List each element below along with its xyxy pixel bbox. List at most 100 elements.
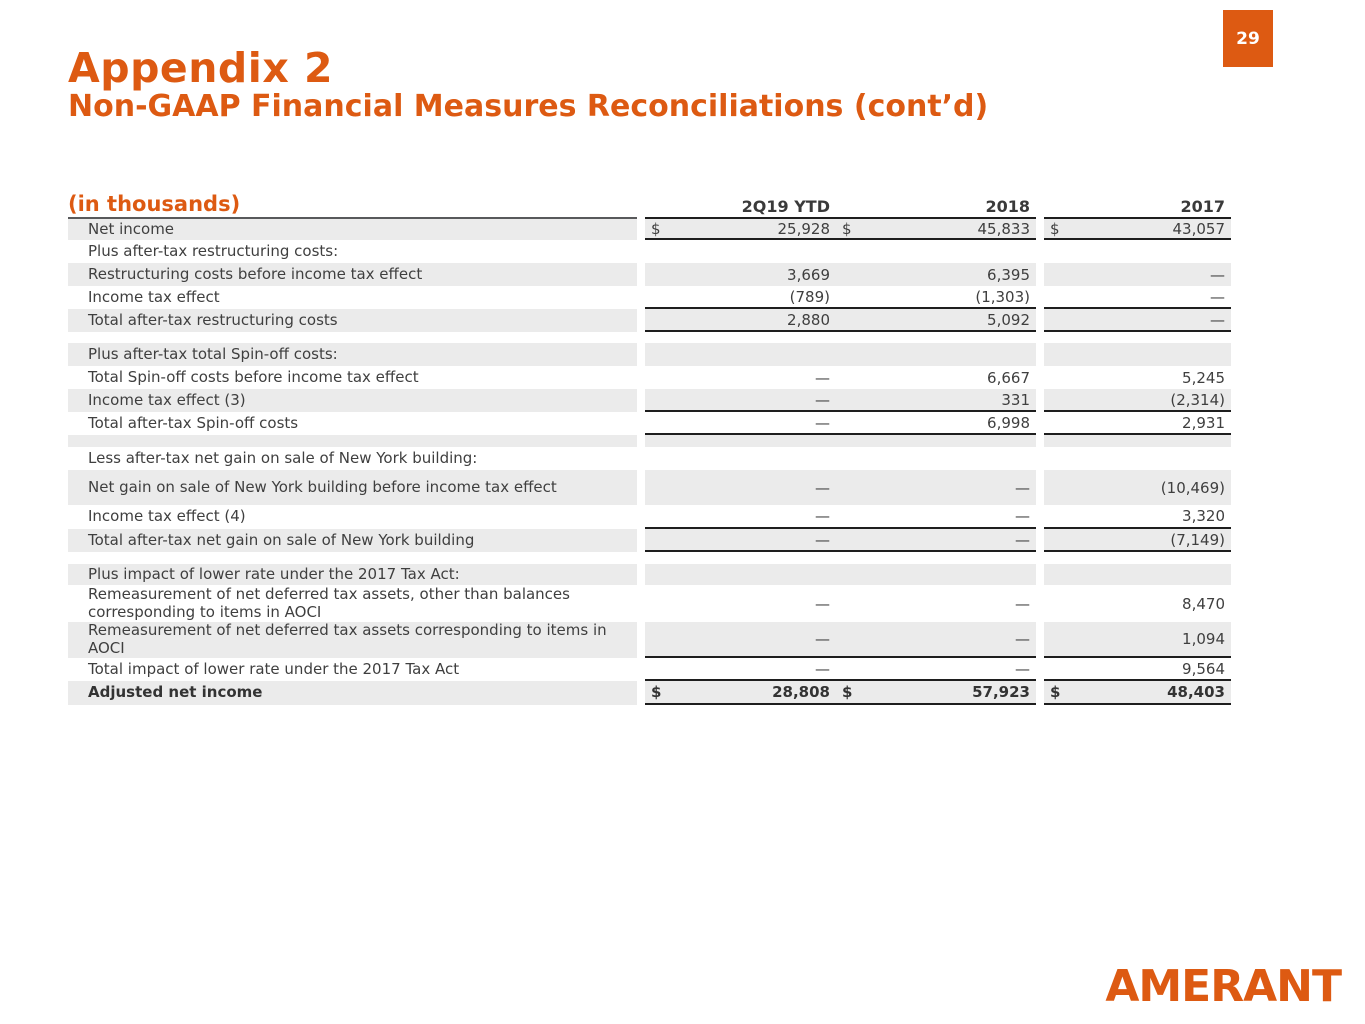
- row-label: Total after-tax net gain on sale of New …: [68, 529, 637, 552]
- cell-value: —: [815, 659, 830, 678]
- values-2017: [1044, 447, 1231, 470]
- value-cell: $45,833: [836, 219, 1036, 238]
- values-2q19ytd-2018: $28,808 $57,923: [645, 681, 1036, 705]
- row-label: Income tax effect (3): [68, 389, 637, 412]
- values-2q19ytd-2018: [645, 240, 1036, 263]
- cell-value: (7,149): [1170, 530, 1225, 549]
- cell-value: 5,245: [1182, 368, 1225, 387]
- table-row: Plus after-tax total Spin-off costs:: [68, 343, 1231, 366]
- value-cell: —: [836, 470, 1036, 505]
- row-label: Total after-tax Spin-off costs: [88, 413, 299, 432]
- values-2q19ytd-2018: [645, 343, 1036, 366]
- cell-value: 2,880: [787, 310, 830, 329]
- table-row: Income tax effect (4) — — 3,320: [68, 505, 1231, 529]
- values-2017: —: [1044, 263, 1231, 286]
- values-2q19ytd-2018: 2,880 5,092: [645, 309, 1036, 332]
- values-2q19ytd-2018: — —: [645, 505, 1036, 529]
- value-cell: [645, 332, 836, 343]
- value-cell: 5,092: [836, 309, 1036, 330]
- cell-value: —: [1015, 630, 1030, 648]
- values-2q19ytd-2018: [645, 435, 1036, 447]
- value-cell: 2,880: [645, 309, 836, 330]
- values-2017: (7,149): [1044, 529, 1231, 552]
- value-cell: $57,923: [836, 681, 1036, 703]
- cell-value: 48,403: [1167, 683, 1225, 701]
- dollar-sign: $: [842, 683, 853, 701]
- table-row: Less after-tax net gain on sale of New Y…: [68, 447, 1231, 470]
- value-cell: [836, 332, 1036, 343]
- value-cell: $25,928: [645, 219, 836, 238]
- cell-value: —: [1210, 287, 1225, 306]
- values-2q19ytd-2018: [645, 332, 1036, 343]
- value-cell: (1,303): [836, 286, 1036, 307]
- table-spacer-row: [68, 332, 1231, 343]
- table-row: Total after-tax Spin-off costs — 6,998 2,93…: [68, 412, 1231, 435]
- values-2q19ytd-2018: — —: [645, 585, 1036, 622]
- values-2017: $48,403: [1044, 681, 1231, 705]
- value-cell: —: [645, 389, 836, 410]
- column-header-2017: 2017: [1180, 197, 1225, 216]
- row-label: Restructuring costs before income tax ef…: [68, 263, 637, 286]
- value-cell: [645, 447, 836, 470]
- cell-value: 25,928: [777, 219, 831, 238]
- dollar-sign: $: [651, 683, 662, 701]
- row-label: Net income: [68, 217, 637, 240]
- table-row: Total impact of lower rate under the 201…: [68, 658, 1231, 681]
- values-2q19ytd-2018: — —: [645, 470, 1036, 505]
- values-2q19ytd-2018: — —: [645, 622, 1036, 658]
- values-2017: [1044, 343, 1231, 366]
- cell-value: (2,314): [1170, 390, 1225, 409]
- values-2017: [1044, 552, 1231, 564]
- cell-value: 3,320: [1182, 507, 1225, 525]
- values-2q19ytd-2018: — 6,998: [645, 412, 1036, 435]
- cell-value: 6,667: [987, 368, 1030, 387]
- value-cell: [836, 552, 1036, 564]
- page-number-badge: 29: [1223, 10, 1273, 67]
- value-cell: —: [836, 585, 1036, 622]
- dollar-sign: $: [1050, 219, 1060, 238]
- header-group-a: 2Q19 YTD 2018: [645, 199, 1036, 215]
- value-cell: [836, 564, 1036, 585]
- cell-value: —: [815, 390, 830, 409]
- cell-value: —: [1015, 530, 1030, 549]
- row-label: Plus after-tax total Spin-off costs:: [68, 343, 637, 366]
- value-cell: 6,667: [836, 366, 1036, 389]
- cell-value: 57,923: [972, 683, 1030, 701]
- values-2q19ytd-2018: $25,928 $45,833: [645, 217, 1036, 240]
- value-cell: 3,669: [645, 263, 836, 286]
- cell-value: —: [815, 507, 830, 525]
- value-cell: —: [645, 505, 836, 527]
- value-cell: —: [645, 622, 836, 656]
- table-row: Total after-tax restructuring costs 2,880…: [68, 309, 1231, 332]
- value-cell: —: [836, 622, 1036, 656]
- value-cell: [645, 343, 836, 366]
- values-2017: $43,057: [1044, 217, 1231, 240]
- values-2q19ytd-2018: [645, 564, 1036, 585]
- cell-value: (1,303): [975, 287, 1030, 306]
- values-2q19ytd-2018: (789) (1,303): [645, 286, 1036, 309]
- row-label: [68, 332, 637, 343]
- row-label: Net gain on sale of New York building be…: [68, 470, 637, 505]
- values-2017: (10,469): [1044, 470, 1231, 505]
- value-cell: [836, 435, 1036, 447]
- value-cell: 6,395: [836, 263, 1036, 286]
- cell-value: —: [815, 530, 830, 549]
- table-row: Adjusted net income $28,808 $57,923 $48,403: [68, 681, 1231, 705]
- values-2q19ytd-2018: 3,669 6,395: [645, 263, 1036, 286]
- table-row: Plus impact of lower rate under the 2017…: [68, 564, 1231, 585]
- cell-value: 28,808: [772, 683, 830, 701]
- page-title: Appendix 2: [68, 44, 334, 92]
- values-2017: 3,320: [1044, 505, 1231, 529]
- cell-value: 8,470: [1182, 594, 1225, 613]
- page-subtitle: Non-GAAP Financial Measures Reconciliati…: [68, 89, 989, 124]
- values-2q19ytd-2018: — 331: [645, 389, 1036, 412]
- row-label: Remeasurement of net deferred tax assets…: [68, 621, 637, 658]
- value-cell: —: [836, 529, 1036, 550]
- amerant-logo: AMERANT: [1105, 961, 1342, 1012]
- cell-value: 6,998: [987, 413, 1030, 432]
- cell-value: —: [815, 368, 830, 387]
- row-label: Income tax effect (4): [88, 507, 246, 526]
- table-row: Income tax effect (789) (1,303) —: [68, 286, 1231, 309]
- table-row: Remeasurement of net deferred tax assets…: [68, 585, 1231, 622]
- row-label: Less after-tax net gain on sale of New Y…: [88, 448, 478, 467]
